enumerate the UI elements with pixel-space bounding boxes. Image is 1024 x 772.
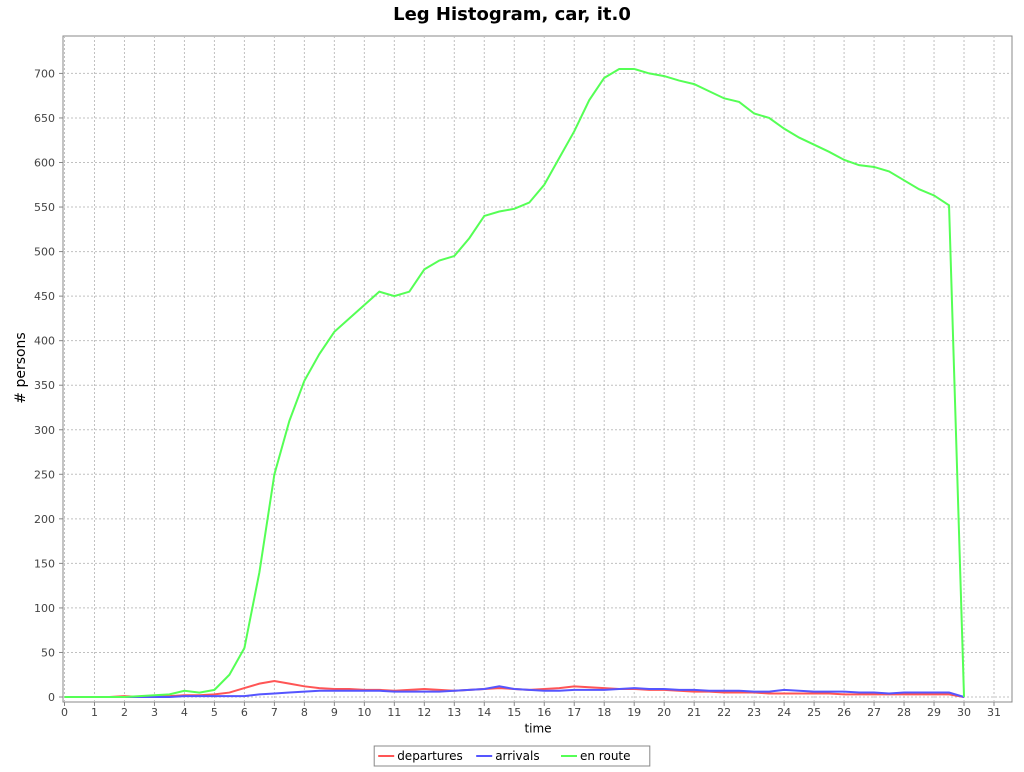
y-tick-label: 100: [34, 602, 55, 615]
y-tick-label: 650: [34, 112, 55, 125]
x-tick-label: 22: [717, 706, 731, 719]
legend-label: en route: [580, 749, 631, 763]
x-tick-label: 21: [687, 706, 701, 719]
x-tick-label: 28: [897, 706, 911, 719]
legend-label: arrivals: [495, 749, 539, 763]
x-tick-label: 1: [91, 706, 98, 719]
x-tick-label: 31: [987, 706, 1001, 719]
legend: departures arrivals en route: [373, 745, 651, 767]
x-tick-label: 4: [181, 706, 188, 719]
x-tick-label: 25: [807, 706, 821, 719]
x-tick-label: 11: [387, 706, 401, 719]
y-tick-label: 300: [34, 424, 55, 437]
legend-box: [373, 745, 651, 767]
x-tick-label: 13: [447, 706, 461, 719]
x-tick-label: 6: [241, 706, 248, 719]
y-tick-label: 200: [34, 513, 55, 526]
x-tick-label: 3: [151, 706, 158, 719]
y-tick-label: 250: [34, 468, 55, 481]
x-tick-label: 19: [627, 706, 641, 719]
x-tick-label: 0: [61, 706, 68, 719]
y-tick-label: 450: [34, 290, 55, 303]
x-tick-label: 16: [537, 706, 551, 719]
plot-area: [62, 35, 1013, 703]
x-tick-label: 26: [837, 706, 851, 719]
series-line: [64, 685, 965, 699]
x-tick-label: 12: [417, 706, 431, 719]
x-tick-label: 17: [567, 706, 581, 719]
x-tick-label: 20: [657, 706, 671, 719]
x-tick-label: 7: [271, 706, 278, 719]
y-tick-label: 350: [34, 379, 55, 392]
x-tick-label: 9: [331, 706, 338, 719]
x-tick-label: 30: [957, 706, 971, 719]
x-tick-label: 29: [927, 706, 941, 719]
x-tick-label: 15: [507, 706, 521, 719]
x-axis-label: time: [524, 722, 551, 736]
y-tick-label: 50: [41, 646, 55, 659]
x-tick-label: 18: [597, 706, 611, 719]
x-tick-label: 14: [477, 706, 491, 719]
x-tick-label: 2: [121, 706, 128, 719]
x-tick-label: 27: [867, 706, 881, 719]
x-tick-label: 8: [301, 706, 308, 719]
y-tick-label: 0: [48, 691, 55, 704]
y-axis-label: # persons: [13, 332, 29, 403]
y-tick-label: 700: [34, 67, 55, 80]
legend-label: departures: [397, 749, 463, 763]
chart-title: Leg Histogram, car, it.0: [393, 4, 631, 25]
x-tick-label: 10: [357, 706, 371, 719]
series-line: [64, 67, 966, 699]
y-tick-label: 600: [34, 157, 55, 170]
x-tick-label: 5: [211, 706, 218, 719]
y-tick-label: 500: [34, 246, 55, 259]
x-tick-label: 24: [777, 706, 791, 719]
y-tick-label: 550: [34, 201, 55, 214]
y-tick-label: 400: [34, 335, 55, 348]
y-tick-label: 150: [34, 557, 55, 570]
x-tick-label: 23: [747, 706, 761, 719]
